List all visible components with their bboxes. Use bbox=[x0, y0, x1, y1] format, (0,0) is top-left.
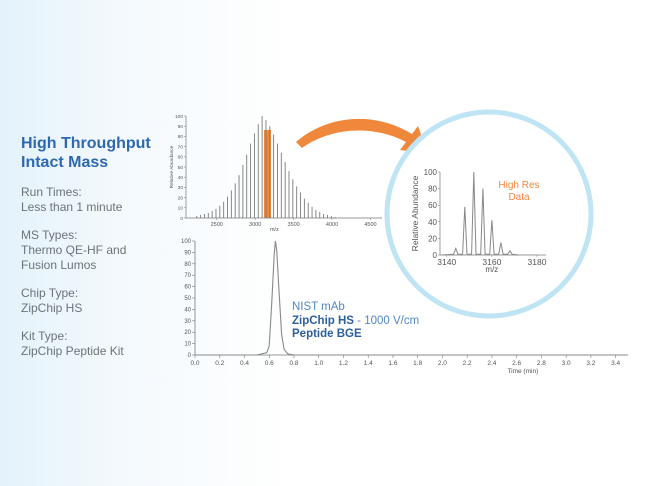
x-tick-label: 2.4 bbox=[487, 360, 496, 367]
zoom-arrow-shaft bbox=[296, 118, 428, 154]
y-tick-label: 80 bbox=[428, 185, 437, 194]
zoom-arrow bbox=[296, 118, 428, 154]
x-axis-title: m/z bbox=[270, 227, 279, 233]
y-tick-label: 100 bbox=[181, 239, 192, 245]
x-tick-label: 3000 bbox=[249, 222, 261, 228]
page-headline: High Throughput Intact Mass bbox=[21, 134, 181, 172]
bge-name: Peptide BGE bbox=[292, 328, 362, 340]
spec-value: Fusion Lumos bbox=[21, 258, 97, 272]
x-tick-label: 3180 bbox=[528, 257, 547, 267]
electropherogram-chart: 0 10 20 30 40 50 60 70 80 90 100 0.0 0.2 0.4 0.6 0.8 1.0… bbox=[181, 239, 628, 375]
sidebar: High Throughput Intact Mass Run Times: L… bbox=[21, 134, 181, 372]
y-tick-label: 50 bbox=[184, 296, 191, 302]
spec-value: Thermo QE-HF and bbox=[21, 243, 127, 257]
spec-label: Chip Type: bbox=[21, 286, 79, 300]
x-axis-title: Time (min) bbox=[507, 368, 538, 375]
x-tick-label: 2.6 bbox=[512, 360, 521, 367]
x-tick-label: 3.2 bbox=[586, 360, 595, 367]
chip-name: ZipChip HS bbox=[292, 314, 354, 327]
zoom-circle bbox=[384, 109, 594, 319]
spec-label: Run Times: bbox=[21, 185, 82, 199]
headline-line-1: High Throughput bbox=[21, 135, 151, 152]
x-tick-label: 0.4 bbox=[240, 360, 249, 367]
y-tick-label: 60 bbox=[184, 285, 191, 291]
spec-value: ZipChip Peptide Kit bbox=[21, 344, 124, 358]
y-tick-label: 90 bbox=[184, 250, 191, 256]
zoom-title-line-1: High Res bbox=[498, 180, 539, 191]
y-tick-label: 20 bbox=[184, 330, 191, 336]
y-tick-label: 100 bbox=[175, 114, 183, 120]
spec-value: Less than 1 minute bbox=[21, 200, 123, 214]
x-tick-label: 0.2 bbox=[215, 360, 224, 367]
y-axis-title: Relative Abundance bbox=[410, 175, 420, 251]
electropherogram-trace bbox=[195, 240, 628, 356]
x-tick-label: 2.8 bbox=[537, 360, 546, 367]
zoom-title-line-2: Data bbox=[508, 192, 530, 203]
y-tick-label: 70 bbox=[184, 273, 191, 279]
spec-ms-types: MS Types: Thermo QE-HF and Fusion Lumos bbox=[21, 228, 181, 273]
y-tick-label: 80 bbox=[178, 134, 184, 140]
x-tick-label: 2.2 bbox=[463, 360, 472, 367]
y-tick-label: 0 bbox=[188, 353, 192, 359]
sample-name: NIST mAb bbox=[292, 301, 345, 313]
x-tick-label: 2500 bbox=[211, 222, 223, 228]
y-tick-label: 30 bbox=[178, 185, 184, 191]
y-tick-label: 100 bbox=[424, 168, 438, 177]
x-tick-label: 1.8 bbox=[413, 360, 422, 367]
y-tick-label: 60 bbox=[178, 155, 184, 161]
x-tick-label: 3.4 bbox=[611, 360, 620, 367]
x-tick-label: 4500 bbox=[364, 222, 376, 228]
y-tick-label: 90 bbox=[178, 124, 184, 130]
y-tick-label: 40 bbox=[428, 218, 437, 227]
y-tick-label: 40 bbox=[184, 307, 191, 313]
x-tick-label: 1.4 bbox=[364, 360, 373, 367]
x-tick-label: 0.8 bbox=[289, 360, 298, 367]
y-axis-title: Relative Abundance bbox=[169, 145, 175, 188]
high-res-zoom-chart: 0 20 40 60 80 100 3140 3160 3180 m/z Relative Abun… bbox=[384, 109, 594, 319]
x-tick-label: 4000 bbox=[326, 222, 338, 228]
y-tick-label: 80 bbox=[184, 262, 191, 268]
y-tick-label: 20 bbox=[428, 234, 437, 243]
mass-spectrum-chart: 0 10 20 30 40 50 60 70 80 90 100 2500 3000 3500 4000 45… bbox=[169, 114, 382, 233]
spec-label: Kit Type: bbox=[21, 329, 68, 343]
x-axis-title: m/z bbox=[485, 265, 498, 274]
y-tick-label: 0 bbox=[180, 216, 183, 222]
chip-voltage: - 1000 V/cm bbox=[353, 314, 420, 327]
spec-chip-type: Chip Type: ZipChip HS bbox=[21, 286, 181, 316]
highlight-band bbox=[263, 130, 271, 218]
y-tick-label: 70 bbox=[178, 144, 184, 150]
y-tick-label: 0 bbox=[433, 251, 438, 260]
y-tick-label: 10 bbox=[184, 342, 191, 348]
x-tick-label: 1.0 bbox=[314, 360, 323, 367]
x-tick-label: 3140 bbox=[437, 257, 456, 267]
x-tick-label: 3.0 bbox=[562, 360, 571, 367]
y-tick-label: 30 bbox=[184, 319, 191, 325]
x-tick-label: 0.0 bbox=[190, 360, 199, 367]
chip-condition: ZipChip HS - 1000 V/cm bbox=[292, 315, 419, 329]
y-tick-label: 50 bbox=[178, 165, 184, 171]
x-tick-label: 3500 bbox=[287, 222, 299, 228]
y-tick-label: 20 bbox=[178, 195, 184, 201]
spec-label: MS Types: bbox=[21, 228, 78, 242]
y-tick-label: 10 bbox=[178, 206, 184, 212]
x-tick-label: 0.6 bbox=[265, 360, 274, 367]
x-tick-label: 2.0 bbox=[438, 360, 447, 367]
y-tick-label: 40 bbox=[178, 175, 184, 181]
spec-run-times: Run Times: Less than 1 minute bbox=[21, 185, 181, 215]
headline-line-2: Intact Mass bbox=[21, 154, 109, 171]
spec-value: ZipChip HS bbox=[21, 301, 83, 315]
run-annotation: NIST mAb ZipChip HS - 1000 V/cm Peptide … bbox=[292, 301, 419, 342]
isotope-trace bbox=[442, 171, 519, 256]
spec-kit-type: Kit Type: ZipChip Peptide Kit bbox=[21, 329, 181, 359]
x-tick-label: 1.2 bbox=[339, 360, 348, 367]
x-tick-label: 3160 bbox=[482, 257, 501, 267]
x-tick-label: 1.6 bbox=[388, 360, 397, 367]
y-tick-label: 60 bbox=[428, 201, 437, 210]
